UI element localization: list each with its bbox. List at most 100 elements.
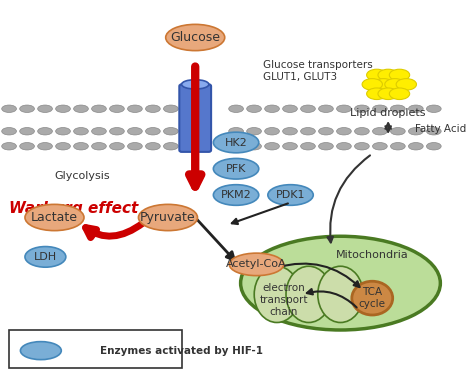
Text: Fatty Acid: Fatty Acid xyxy=(415,124,466,134)
Ellipse shape xyxy=(319,142,333,150)
Ellipse shape xyxy=(164,142,178,150)
Ellipse shape xyxy=(37,142,53,150)
Ellipse shape xyxy=(2,105,17,112)
Ellipse shape xyxy=(366,69,387,81)
Ellipse shape xyxy=(128,128,142,135)
Text: Glucose transporters
GLUT1, GLUT3: Glucose transporters GLUT1, GLUT3 xyxy=(263,60,373,82)
Ellipse shape xyxy=(409,142,423,150)
Text: Glucose: Glucose xyxy=(170,31,220,44)
Ellipse shape xyxy=(283,105,297,112)
Ellipse shape xyxy=(20,128,35,135)
Text: Mitochondria: Mitochondria xyxy=(336,250,409,260)
Text: PDK1: PDK1 xyxy=(276,190,305,200)
Ellipse shape xyxy=(20,105,35,112)
Ellipse shape xyxy=(409,128,423,135)
Ellipse shape xyxy=(301,128,315,135)
Ellipse shape xyxy=(396,79,417,90)
Ellipse shape xyxy=(391,105,405,112)
Text: TCA
cycle: TCA cycle xyxy=(359,287,386,309)
Ellipse shape xyxy=(2,142,17,150)
Ellipse shape xyxy=(55,105,70,112)
Ellipse shape xyxy=(146,128,160,135)
Ellipse shape xyxy=(109,142,124,150)
Ellipse shape xyxy=(20,342,61,360)
Ellipse shape xyxy=(352,281,392,315)
Text: Lipid droplets: Lipid droplets xyxy=(350,108,426,117)
Ellipse shape xyxy=(164,128,178,135)
Ellipse shape xyxy=(362,79,383,90)
Ellipse shape xyxy=(166,24,225,51)
Ellipse shape xyxy=(301,105,315,112)
Ellipse shape xyxy=(164,105,178,112)
Ellipse shape xyxy=(391,128,405,135)
Ellipse shape xyxy=(128,105,142,112)
Ellipse shape xyxy=(385,79,405,90)
Text: HK2: HK2 xyxy=(225,138,247,147)
Ellipse shape xyxy=(25,204,84,231)
Ellipse shape xyxy=(91,142,106,150)
Ellipse shape xyxy=(229,253,284,276)
Ellipse shape xyxy=(268,185,313,206)
Ellipse shape xyxy=(264,128,279,135)
Ellipse shape xyxy=(73,105,88,112)
Ellipse shape xyxy=(427,142,441,150)
Ellipse shape xyxy=(246,128,261,135)
Ellipse shape xyxy=(213,158,259,179)
Ellipse shape xyxy=(229,128,244,135)
Ellipse shape xyxy=(355,128,369,135)
Ellipse shape xyxy=(37,105,53,112)
Ellipse shape xyxy=(355,105,369,112)
Ellipse shape xyxy=(109,128,124,135)
Ellipse shape xyxy=(213,132,259,153)
Ellipse shape xyxy=(301,142,315,150)
Ellipse shape xyxy=(374,79,394,90)
Ellipse shape xyxy=(146,142,160,150)
Ellipse shape xyxy=(366,88,387,99)
Ellipse shape xyxy=(373,105,387,112)
Ellipse shape xyxy=(389,69,410,81)
Ellipse shape xyxy=(283,142,297,150)
Text: PKM2: PKM2 xyxy=(221,190,251,200)
Ellipse shape xyxy=(241,236,440,330)
FancyBboxPatch shape xyxy=(9,330,182,368)
Ellipse shape xyxy=(128,142,142,150)
FancyBboxPatch shape xyxy=(179,84,211,152)
Ellipse shape xyxy=(319,105,333,112)
Ellipse shape xyxy=(427,105,441,112)
Ellipse shape xyxy=(355,142,369,150)
Ellipse shape xyxy=(264,105,279,112)
Text: Glycolysis: Glycolysis xyxy=(54,171,109,181)
Ellipse shape xyxy=(264,142,279,150)
Ellipse shape xyxy=(319,128,333,135)
Ellipse shape xyxy=(229,105,244,112)
Ellipse shape xyxy=(55,142,70,150)
Ellipse shape xyxy=(37,128,53,135)
Ellipse shape xyxy=(246,142,261,150)
Text: LDH: LDH xyxy=(34,252,57,262)
Ellipse shape xyxy=(283,128,297,135)
Ellipse shape xyxy=(378,88,398,99)
Ellipse shape xyxy=(427,128,441,135)
Ellipse shape xyxy=(318,266,363,322)
Ellipse shape xyxy=(55,128,70,135)
Ellipse shape xyxy=(182,80,209,89)
Ellipse shape xyxy=(146,105,160,112)
Text: Acetyl-CoA: Acetyl-CoA xyxy=(226,260,287,269)
Ellipse shape xyxy=(73,128,88,135)
Text: electron
transport
chain: electron transport chain xyxy=(259,284,308,316)
Ellipse shape xyxy=(229,142,244,150)
Ellipse shape xyxy=(286,266,331,322)
Ellipse shape xyxy=(20,142,35,150)
Ellipse shape xyxy=(337,128,351,135)
Text: Pyruvate: Pyruvate xyxy=(140,211,196,224)
Ellipse shape xyxy=(337,142,351,150)
Ellipse shape xyxy=(138,204,198,231)
Ellipse shape xyxy=(373,128,387,135)
Ellipse shape xyxy=(378,69,398,81)
Text: Warburg effect: Warburg effect xyxy=(9,201,138,216)
Ellipse shape xyxy=(73,142,88,150)
Ellipse shape xyxy=(91,105,106,112)
Ellipse shape xyxy=(91,128,106,135)
Ellipse shape xyxy=(246,105,261,112)
Ellipse shape xyxy=(254,266,300,322)
